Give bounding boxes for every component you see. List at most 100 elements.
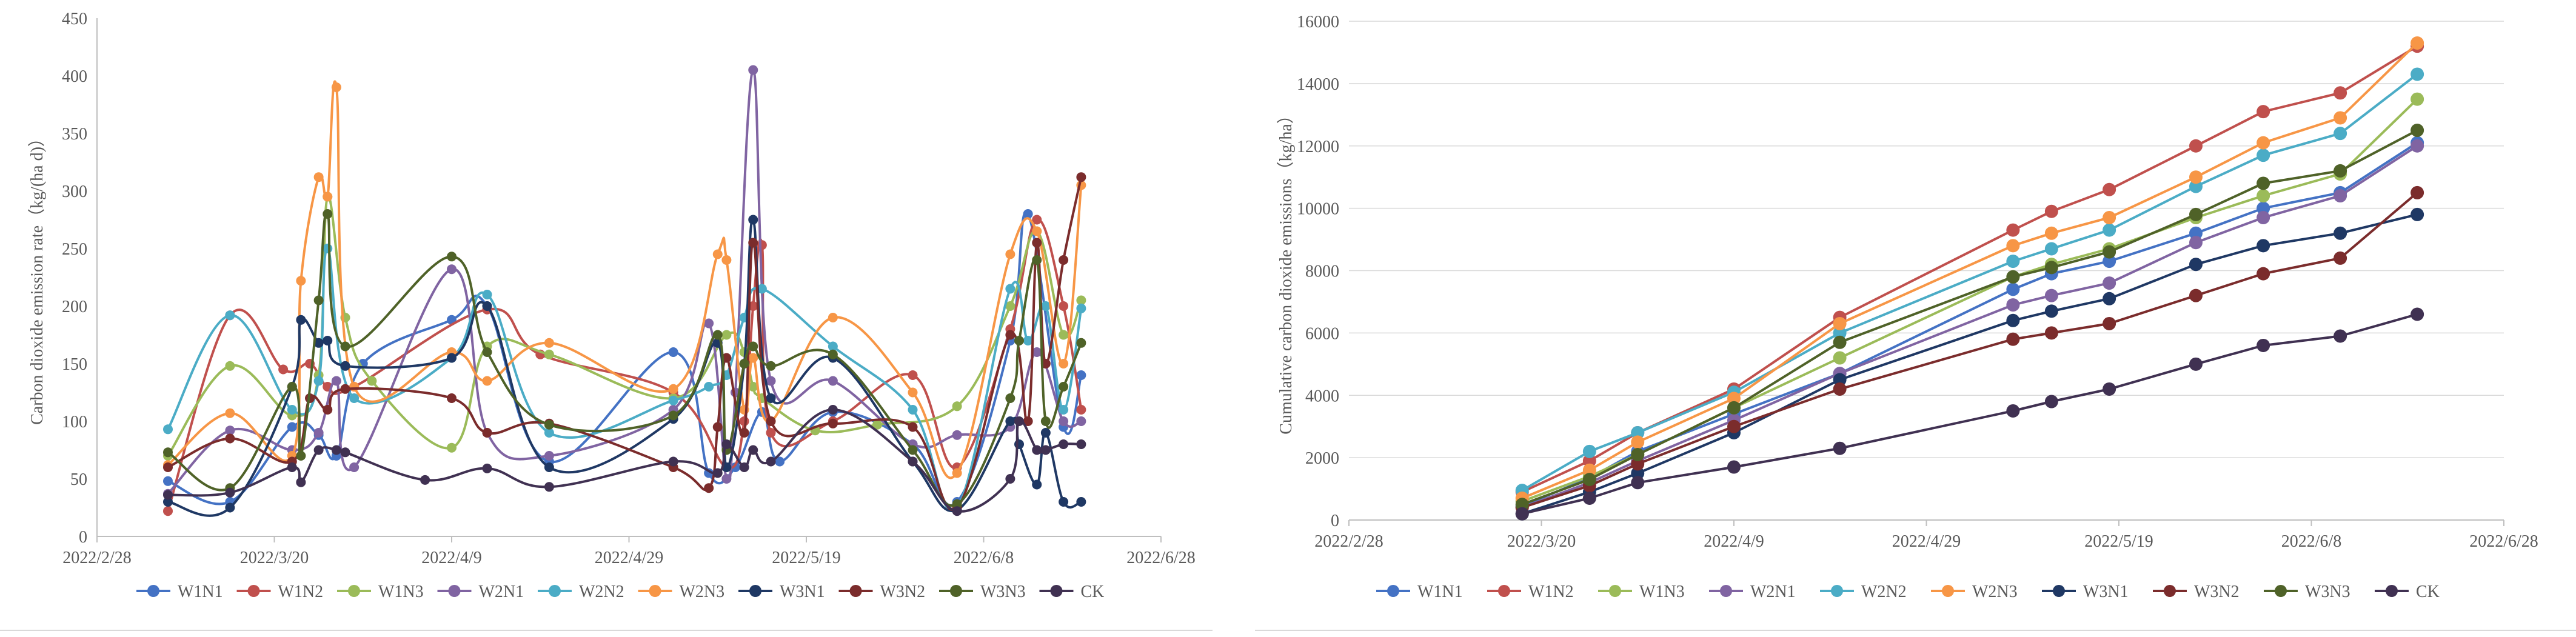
series-w3n3 [163,209,1086,509]
data-point [1582,491,1596,505]
data-point [1014,336,1024,345]
data-point [2410,36,2424,50]
data-point [2044,242,2058,256]
legend-label: W1N3 [1639,582,1685,601]
data-point [1076,497,1086,507]
data-point [908,370,918,380]
data-point [296,477,306,487]
data-point [2006,239,2020,253]
series-line [167,176,1083,511]
data-point [2333,111,2347,125]
data-point [1005,474,1015,484]
series-w2n3 [163,80,1086,479]
data-point [2006,282,2020,296]
data-point [331,82,341,92]
x-tick-label: 2022/6/8 [2281,532,2342,551]
legend-label: CK [2416,582,2440,601]
data-point [2044,226,2058,240]
data-point [908,422,918,432]
data-point [2103,316,2116,330]
data-point [1005,249,1015,259]
legend-label: W1N2 [278,582,324,601]
data-point [872,419,882,430]
data-point [1032,445,1042,455]
legend-swatch-marker [2275,585,2287,597]
data-point [1059,439,1069,449]
data-point [704,382,714,392]
legend-label: W1N2 [1528,582,1574,601]
series-line [1521,129,2419,506]
data-point [323,405,333,415]
data-point [1023,336,1033,345]
data-point [1005,284,1015,294]
series-w2n1 [163,65,1086,499]
data-point [2333,189,2347,203]
data-point [544,482,554,492]
data-point [278,364,289,375]
data-point [908,445,918,455]
data-point [952,468,962,478]
data-point [828,313,838,322]
data-point [766,393,776,403]
data-point [2333,164,2347,178]
legend-item-w3n2: W3N2 [2153,582,2240,601]
data-point [1833,335,1847,349]
data-point [668,384,678,394]
data-point [828,405,838,415]
y-tick-label: 0 [1331,512,1339,530]
data-point [712,422,723,432]
data-point [828,418,838,429]
data-point [908,405,918,415]
data-point [1833,382,1847,396]
data-point [748,382,758,392]
data-point [1076,172,1086,182]
data-point [766,456,776,467]
y-tick-label: 6000 [1305,324,1339,343]
data-point [340,447,350,458]
data-point [766,376,776,386]
data-point [739,462,749,472]
data-point [2189,258,2203,272]
data-point [2189,288,2203,302]
data-point [544,419,554,430]
data-point [544,428,554,438]
data-point [2103,182,2116,196]
legend-swatch-marker [1050,585,1063,597]
data-point [331,445,341,455]
data-point [1032,226,1042,236]
data-point [2189,357,2203,371]
data-point [2006,255,2020,268]
data-point [748,65,758,75]
data-point [349,462,360,472]
data-point [1076,439,1086,449]
legend-item-w2n2: W2N2 [1820,582,1907,601]
data-point [1515,498,1529,512]
y-tick-label: 50 [70,470,87,489]
legend-swatch-marker [147,585,159,597]
x-tick-label: 2022/5/19 [2084,532,2153,551]
y-tick-label: 100 [62,413,87,432]
legend-item-w1n2: W1N2 [236,582,324,601]
data-point [668,347,678,357]
emission-rate-chart: 0 50 100 150 200 250 300 350 400 450 2022/2/28 2022… [0,10,1213,631]
series-line [1521,42,2419,499]
data-point [1582,473,1596,487]
legend-item-w3n2: W3N2 [838,582,925,601]
data-point [712,249,723,259]
series-line [1521,191,2419,509]
data-point [1032,255,1042,265]
data-point [1059,255,1069,265]
data-point [2333,329,2347,343]
data-point [1040,445,1051,455]
data-point [757,240,767,250]
data-point [1582,463,1596,477]
data-point [225,425,235,436]
data-point [2257,211,2270,225]
data-point [1023,209,1033,219]
data-point [1582,444,1596,458]
series-ck [163,405,1086,516]
data-point [2410,139,2424,153]
data-point [2103,255,2116,268]
data-point [2410,207,2424,221]
data-point [668,395,678,405]
